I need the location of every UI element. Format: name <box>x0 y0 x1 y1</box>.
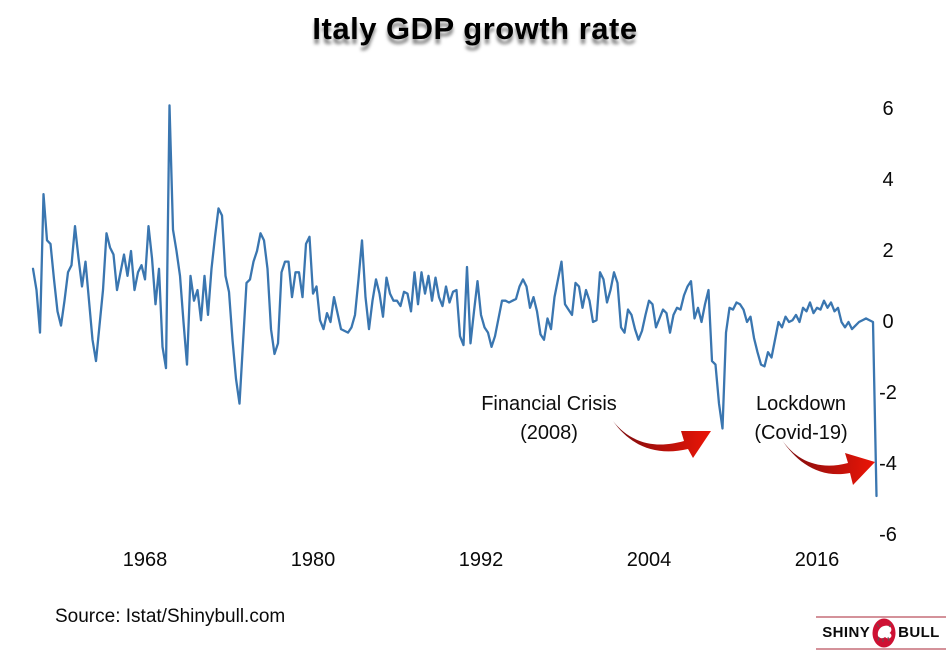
x-axis-tick-label: 2004 <box>626 549 672 571</box>
x-axis-tick-label: 1968 <box>122 549 168 571</box>
y-axis-tick-label: -2 <box>879 382 897 404</box>
lockdown-arrow-icon <box>782 440 875 485</box>
source-caption: Source: Istat/Shinybull.com <box>55 606 286 627</box>
y-axis-tick-label: 0 <box>882 311 894 333</box>
bull-icon <box>872 618 896 648</box>
logo-word-bull: BULL <box>898 624 940 641</box>
shinybull-logo: SHINY BULL <box>816 616 946 650</box>
annotation-lockdown: Lockdown (Covid-19) <box>701 390 901 448</box>
y-axis-tick-label: 6 <box>882 98 894 120</box>
y-axis-tick-label: -4 <box>879 453 897 475</box>
logo-word-shiny: SHINY <box>822 624 871 641</box>
x-axis-tick-label: 1980 <box>290 549 336 571</box>
x-axis-tick-label: 1992 <box>458 549 504 571</box>
annotation-financial-crisis-line1: Financial Crisis <box>481 393 617 415</box>
financial-crisis-arrow-icon <box>613 421 711 458</box>
y-axis-tick-label: 4 <box>882 169 894 191</box>
gdp-growth-line-series <box>31 104 878 498</box>
annotation-lockdown-line1: Lockdown <box>755 393 847 415</box>
annotation-financial-crisis: Financial Crisis (2008) <box>449 390 649 448</box>
annotation-financial-crisis-line2: (2008) <box>520 422 578 444</box>
y-axis-tick-label: 2 <box>882 240 894 262</box>
x-axis-tick-label: 2016 <box>794 549 840 571</box>
chart-title: Italy GDP growth rate <box>312 11 638 46</box>
annotation-lockdown-line2: (Covid-19) <box>754 422 848 444</box>
y-axis-tick-label: -6 <box>879 524 897 546</box>
